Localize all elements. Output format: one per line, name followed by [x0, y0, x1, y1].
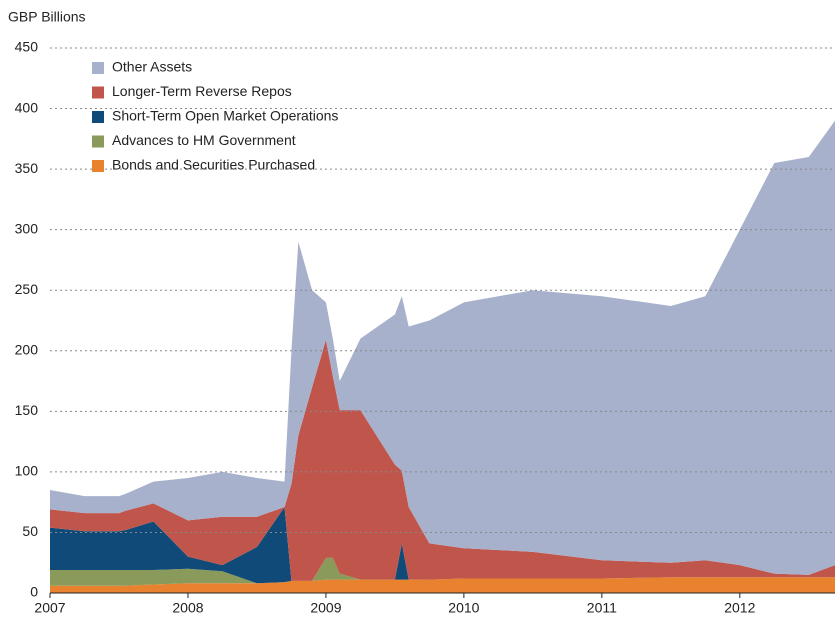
x-tick-label: 2011 — [587, 600, 617, 616]
x-tick-label: 2012 — [724, 600, 755, 616]
x-tick-label: 2008 — [172, 600, 203, 616]
y-tick-label: 100 — [15, 463, 39, 479]
y-tick-label: 150 — [15, 402, 39, 418]
x-tick-label: 2010 — [448, 600, 479, 616]
y-tick-label: 200 — [15, 341, 39, 357]
area — [50, 120, 835, 575]
legend-swatch — [92, 160, 104, 172]
area — [50, 507, 835, 584]
x-tick-label: 2007 — [34, 600, 65, 616]
y-tick-label: 350 — [15, 160, 39, 176]
x-tick-label: 2009 — [310, 600, 341, 616]
area — [50, 577, 835, 593]
area — [50, 339, 835, 581]
area — [50, 557, 835, 586]
legend-label: Bonds and Securities Purchased — [112, 157, 315, 173]
y-tick-label: 250 — [15, 281, 39, 297]
legend-label: Longer-Term Reverse Repos — [112, 83, 292, 99]
legend-label: Other Assets — [112, 59, 192, 75]
legend-label: Advances to HM Government — [112, 132, 296, 148]
y-tick-label: 400 — [15, 99, 39, 115]
y-tick-label: 0 — [30, 584, 38, 600]
y-tick-label: 450 — [15, 39, 39, 55]
legend-swatch — [92, 86, 104, 99]
legend-swatch — [92, 111, 104, 123]
y-axis-label: GBP Billions — [8, 9, 86, 25]
y-tick-label: 300 — [15, 220, 39, 236]
legend-swatch — [92, 62, 104, 74]
legend-label: Short-Term Open Market Operations — [112, 108, 338, 124]
y-tick-label: 50 — [22, 523, 38, 539]
legend-swatch — [92, 135, 104, 148]
